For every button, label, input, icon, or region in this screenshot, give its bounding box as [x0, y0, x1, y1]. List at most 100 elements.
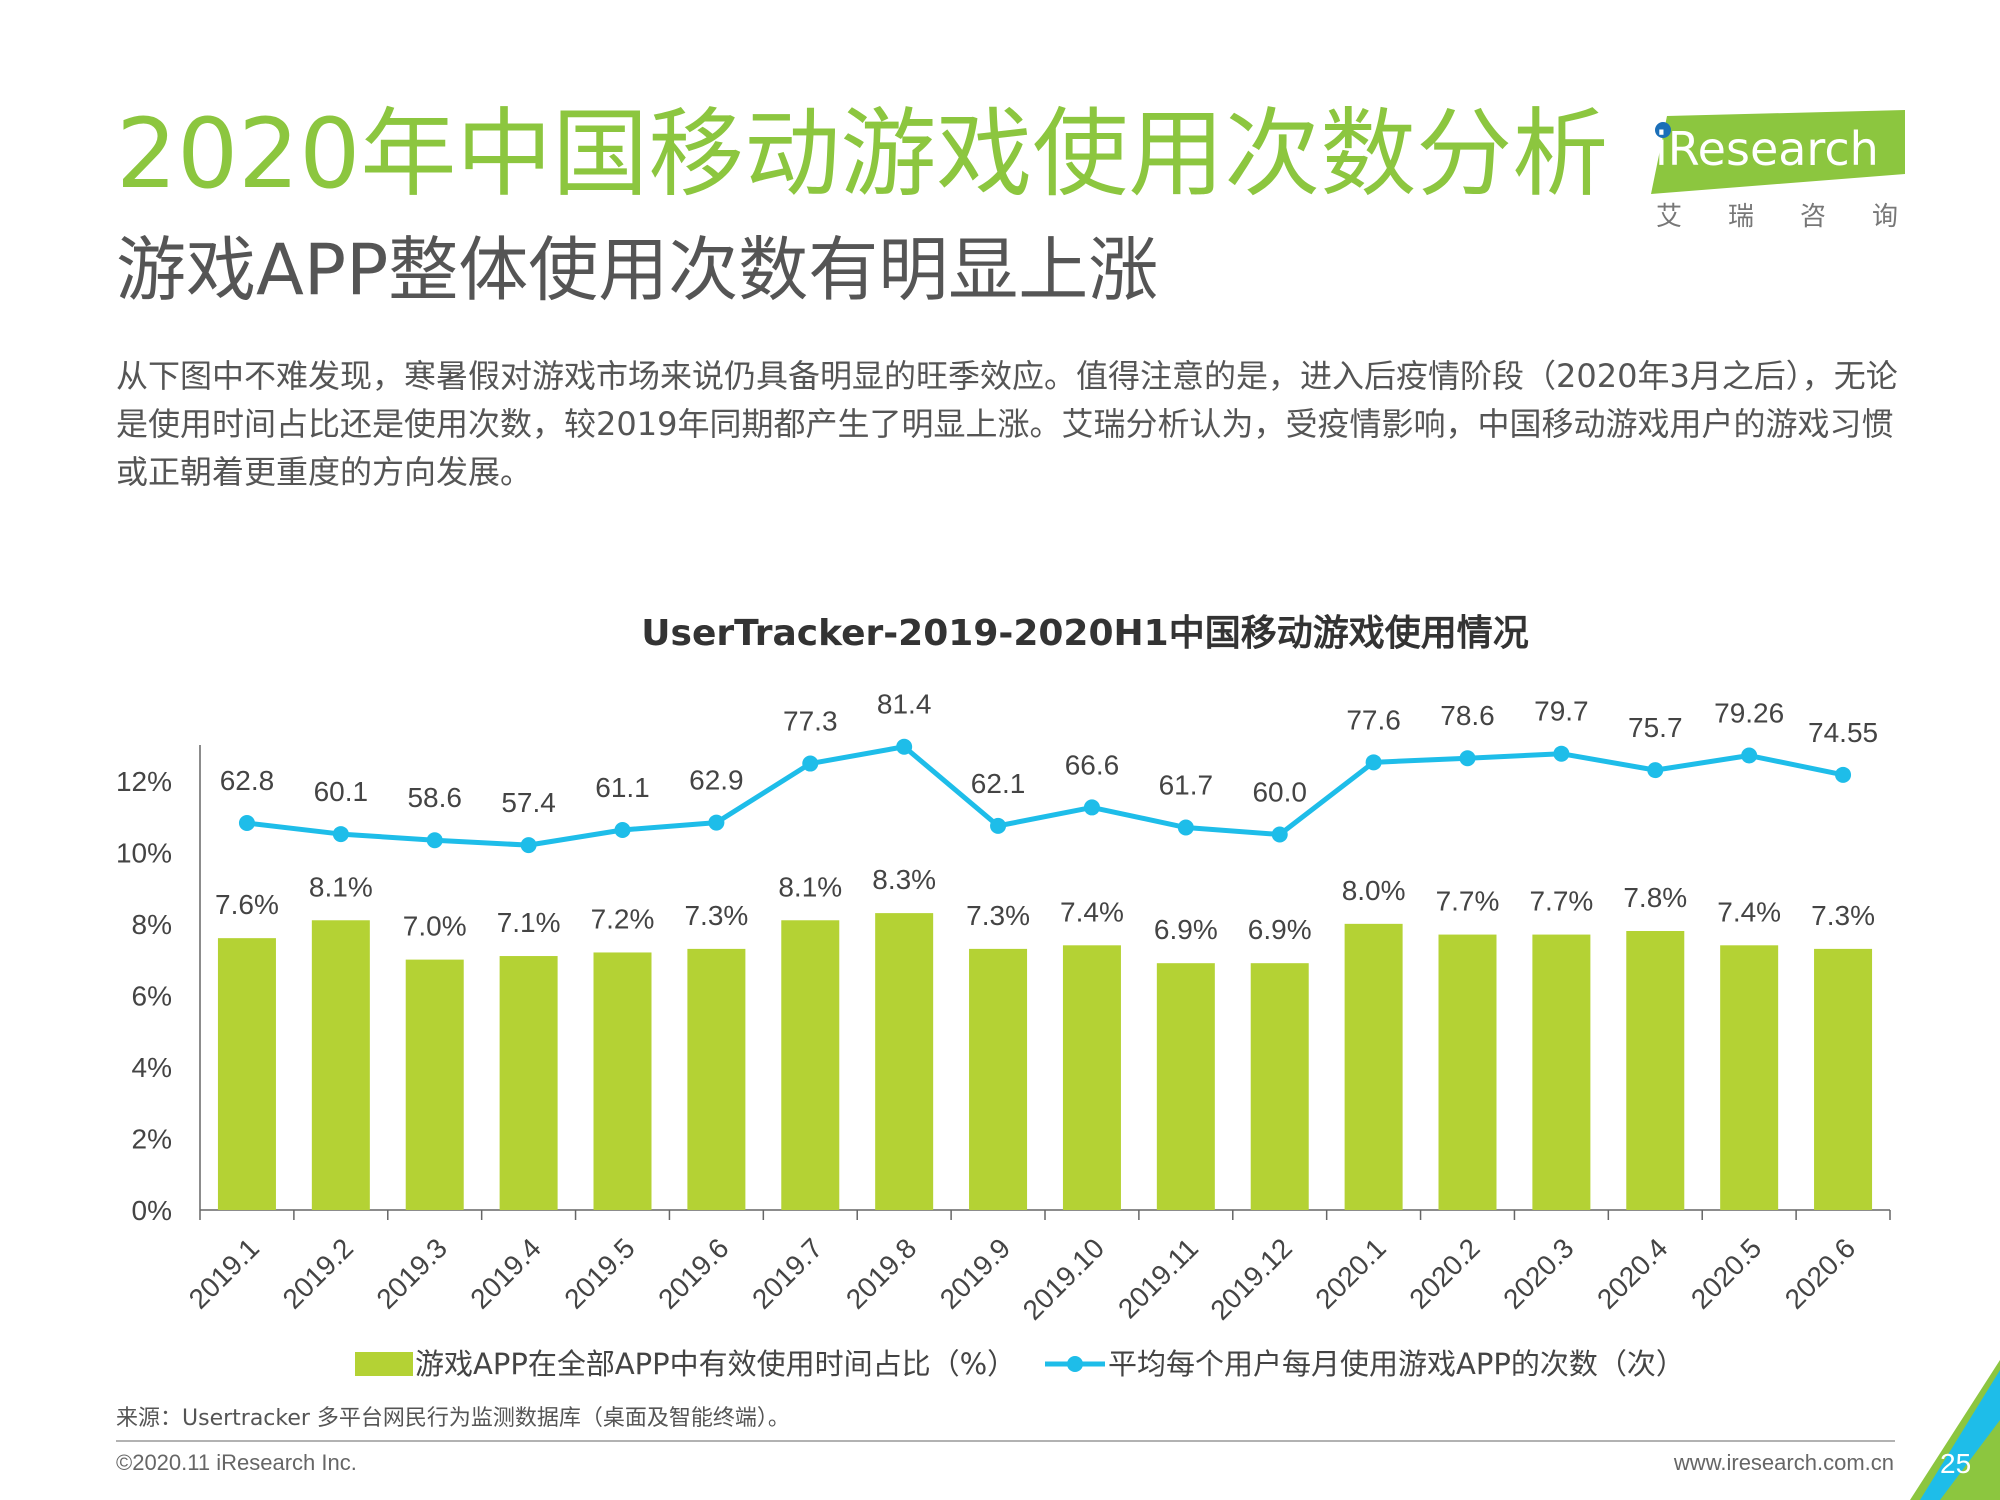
line-point: [1647, 762, 1663, 778]
x-tick-label: 2019.3: [370, 1232, 452, 1314]
x-tick-label: 2019.7: [746, 1232, 828, 1314]
line-point: [239, 815, 255, 831]
bar: [1626, 931, 1684, 1210]
x-tick-label: 2020.5: [1685, 1232, 1767, 1314]
x-tick-label: 2019.5: [558, 1232, 640, 1314]
copyright-text: ©2020.11 iResearch Inc.: [116, 1450, 357, 1476]
bar-data-label: 7.8%: [1623, 882, 1687, 913]
bar: [1063, 945, 1121, 1210]
bar-data-label: 8.1%: [778, 871, 842, 902]
x-tick-label: 2020.1: [1309, 1232, 1391, 1314]
x-tick-label: 2020.6: [1779, 1232, 1861, 1314]
legend-line-marker: [1067, 1356, 1083, 1372]
bar: [1532, 935, 1590, 1210]
y-tick-label: 8%: [132, 909, 172, 940]
y-tick-label: 10%: [116, 837, 172, 868]
y-tick-label: 0%: [132, 1195, 172, 1226]
x-tick-label: 2019.4: [464, 1232, 546, 1314]
bar-data-label: 8.0%: [1342, 875, 1406, 906]
bar-data-label: 7.4%: [1717, 896, 1781, 927]
bar-data-label: 7.7%: [1436, 886, 1500, 917]
y-tick-label: 12%: [116, 766, 172, 797]
x-tick-label: 2019.12: [1204, 1232, 1297, 1325]
line-data-label: 74.55: [1808, 717, 1878, 748]
x-tick-label: 2019.10: [1017, 1232, 1110, 1325]
bar-data-label: 7.2%: [591, 903, 655, 934]
line-data-label: 77.3: [783, 706, 838, 737]
bar: [1345, 924, 1403, 1210]
line-data-label: 62.9: [689, 765, 744, 796]
line-data-label: 61.1: [595, 772, 650, 803]
line-data-label: 58.6: [407, 782, 462, 813]
line-point: [521, 837, 537, 853]
bar: [500, 956, 558, 1210]
line-point: [708, 815, 724, 831]
bar-data-label: 7.0%: [403, 911, 467, 942]
legend-bar-label: 游戏APP在全部APP中有效使用时间占比（%）: [415, 1347, 1016, 1381]
bar: [1157, 963, 1215, 1210]
line-point: [1178, 820, 1194, 836]
y-tick-label: 6%: [132, 980, 172, 1011]
bar: [687, 949, 745, 1210]
line-data-label: 60.1: [314, 776, 369, 807]
line-point: [333, 826, 349, 842]
bar-data-label: 7.1%: [497, 907, 561, 938]
line-point: [1272, 826, 1288, 842]
bar-data-label: 7.6%: [215, 889, 279, 920]
bar-data-label: 7.3%: [1811, 900, 1875, 931]
bar-data-label: 7.3%: [966, 900, 1030, 931]
y-tick-label: 4%: [132, 1052, 172, 1083]
line-data-label: 61.7: [1159, 770, 1214, 801]
line-point: [427, 832, 443, 848]
line-point: [896, 739, 912, 755]
source-note: 来源：Usertracker 多平台网民行为监测数据库（桌面及智能终端）。: [116, 1400, 790, 1432]
line-point: [1553, 746, 1569, 762]
bar-data-label: 8.1%: [309, 871, 373, 902]
website-link[interactable]: www.iresearch.com.cn: [1674, 1450, 1894, 1476]
line-data-label: 77.6: [1346, 704, 1401, 735]
bar-data-label: 7.7%: [1529, 886, 1593, 917]
bar: [1814, 949, 1872, 1210]
x-tick-label: 2020.2: [1403, 1232, 1485, 1314]
bar-data-label: 7.3%: [684, 900, 748, 931]
series-line: [247, 747, 1843, 845]
line-data-label: 62.1: [971, 768, 1026, 799]
line-data-label: 60.0: [1252, 776, 1307, 807]
x-tick-label: 2019.9: [934, 1232, 1016, 1314]
line-point: [802, 756, 818, 772]
bar-data-label: 6.9%: [1154, 914, 1218, 945]
bar: [781, 920, 839, 1210]
bar: [969, 949, 1027, 1210]
x-tick-label: 2020.4: [1591, 1232, 1673, 1314]
page-number: 25: [1940, 1448, 1971, 1480]
line-point: [1741, 748, 1757, 764]
bar: [312, 920, 370, 1210]
line-data-label: 79.26: [1714, 698, 1784, 729]
x-tick-label: 2019.1: [183, 1232, 265, 1314]
bar: [594, 952, 652, 1210]
footer-divider: [0, 1440, 2000, 1444]
line-data-label: 57.4: [501, 787, 556, 818]
chart-title: UserTracker-2019-2020H1中国移动游戏使用情况: [641, 613, 1528, 654]
bar-data-label: 6.9%: [1248, 914, 1312, 945]
bar: [1439, 935, 1497, 1210]
line-point: [990, 818, 1006, 834]
bar: [1251, 963, 1309, 1210]
line-data-label: 62.8: [220, 765, 275, 796]
bar: [406, 960, 464, 1210]
line-point: [1084, 799, 1100, 815]
bar-data-label: 7.4%: [1060, 896, 1124, 927]
line-data-label: 78.6: [1440, 700, 1495, 731]
line-point: [1835, 767, 1851, 783]
x-tick-label: 2019.8: [840, 1232, 922, 1314]
line-point: [1460, 750, 1476, 766]
legend-line-label: 平均每个用户每月使用游戏APP的次数（次）: [1108, 1347, 1685, 1381]
line-data-label: 79.7: [1534, 696, 1589, 727]
bar-data-label: 8.3%: [872, 864, 936, 895]
line-point: [615, 822, 631, 838]
y-tick-label: 2%: [132, 1123, 172, 1154]
bar: [218, 938, 276, 1210]
line-data-label: 66.6: [1065, 749, 1120, 780]
x-tick-label: 2019.11: [1112, 1232, 1204, 1324]
line-data-label: 81.4: [877, 689, 932, 720]
